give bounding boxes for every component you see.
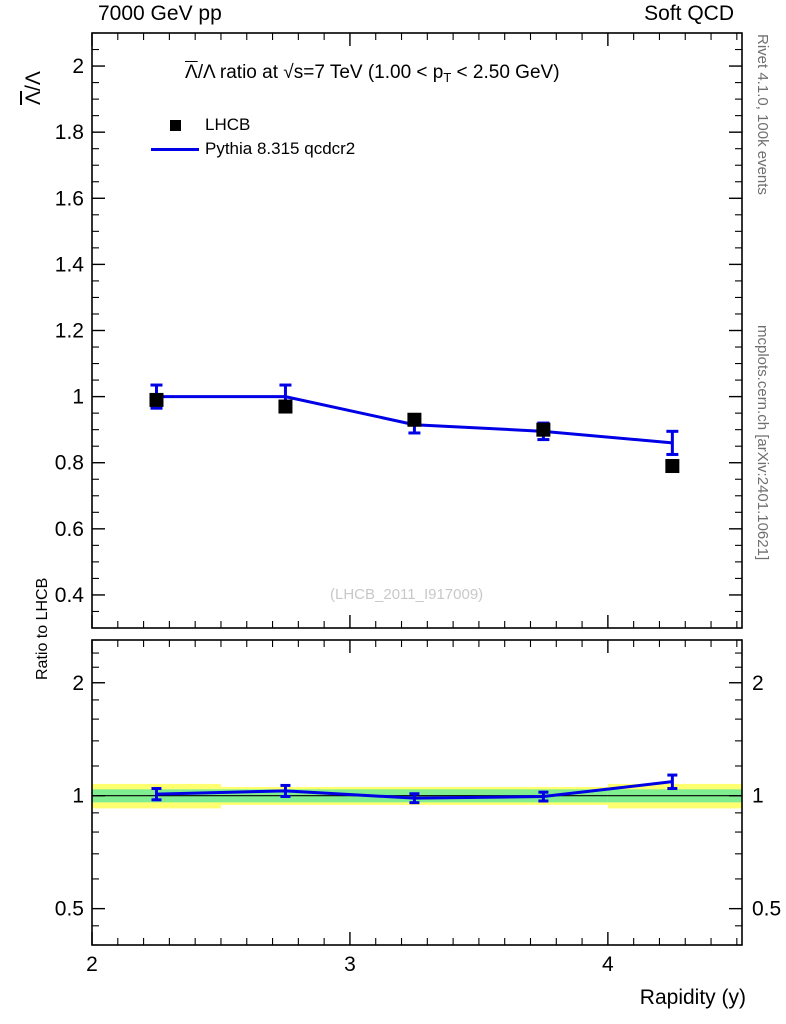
analysis-watermark: (LHCB_2011_I917009) bbox=[330, 586, 484, 603]
ratio-ylabel: Ratio to LHCB bbox=[34, 577, 51, 680]
main-ylabel-bar: Λ bbox=[22, 90, 45, 105]
ratio-band-inner bbox=[607, 789, 742, 803]
header-right-label: Soft QCD bbox=[644, 2, 734, 25]
main-ylabel: Λ/Λ bbox=[22, 71, 56, 129]
yaxis-tick-label-right: 0.5 bbox=[752, 898, 781, 921]
xaxis-tick-label: 2 bbox=[86, 953, 98, 976]
legend-label-pythia: Pythia 8.315 qcdcr2 bbox=[205, 139, 356, 158]
legend-entry-pythia[interactable]: Pythia 8.315 qcdcr2 bbox=[145, 137, 355, 161]
yaxis-tick-label: 0.4 bbox=[55, 584, 85, 607]
ratio-panel-frame bbox=[91, 639, 743, 946]
data-marker-square bbox=[665, 459, 680, 474]
yaxis-tick-label: 0.8 bbox=[55, 452, 84, 475]
mc-curve-main bbox=[156, 395, 673, 445]
data-marker-square bbox=[278, 399, 293, 414]
ratio-band-inner bbox=[220, 789, 350, 803]
legend-marker-square-icon bbox=[145, 119, 205, 131]
title-lambda-bar: Λ bbox=[185, 62, 198, 83]
yaxis-tick-label: 1 bbox=[72, 785, 84, 808]
ratio-band-outer bbox=[92, 783, 221, 809]
yaxis-tick-label-right: 1 bbox=[752, 785, 764, 808]
ratio-band-inner bbox=[349, 789, 479, 803]
title-rest-a: /Λ ratio at bbox=[197, 62, 284, 83]
rivet-version-label: Rivet 4.1.0, 100k events bbox=[754, 34, 771, 195]
legend: LHCB Pythia 8.315 qcdcr2 bbox=[145, 113, 355, 161]
legend-marker-line-icon bbox=[145, 147, 205, 151]
plot-title: Λ/Λ ratio at √s=7 TeV (1.00 < pT < 2.50 … bbox=[185, 62, 560, 85]
xaxis-tick-label: 4 bbox=[602, 953, 614, 976]
yaxis-tick-label: 1.8 bbox=[55, 121, 84, 144]
main-ylabel-rest: /Λ bbox=[22, 71, 45, 91]
yaxis-tick-label-right: 2 bbox=[752, 672, 764, 695]
yaxis-tick-label: 1.6 bbox=[55, 187, 84, 210]
yaxis-tick-label: 0.5 bbox=[55, 898, 84, 921]
yaxis-tick-label: 0.6 bbox=[55, 518, 84, 541]
ratio-band-outer bbox=[220, 786, 350, 805]
ratio-band-inner bbox=[478, 789, 608, 803]
title-sqrt-s: √s bbox=[283, 62, 304, 83]
data-marker-square bbox=[407, 412, 422, 427]
yaxis-tick-label: 1.4 bbox=[55, 253, 85, 276]
yaxis-tick-label: 1.2 bbox=[55, 320, 84, 343]
yaxis-tick-label: 1 bbox=[72, 386, 84, 409]
xaxis-tick-label: 3 bbox=[344, 953, 356, 976]
ratio-band-outer bbox=[607, 783, 742, 809]
title-rest-c: < 2.50 GeV) bbox=[451, 62, 560, 83]
header-left-label: 7000 GeV pp bbox=[98, 2, 222, 25]
mcplots-source-label: mcplots.cern.ch [arXiv:2401.10621] bbox=[754, 325, 771, 561]
data-marker-square bbox=[536, 422, 551, 437]
title-rest-b: =7 TeV (1.00 < p bbox=[303, 62, 444, 83]
data-marker-square bbox=[149, 392, 164, 407]
ratio-band-outer bbox=[478, 786, 608, 805]
ratio-band-outer bbox=[349, 786, 479, 805]
legend-entry-lhcb[interactable]: LHCB bbox=[145, 113, 355, 137]
legend-label-lhcb: LHCB bbox=[205, 115, 251, 134]
ratio-curve bbox=[156, 780, 673, 800]
xaxis-label: Rapidity (y) bbox=[639, 986, 746, 1009]
yaxis-tick-label: 2 bbox=[72, 55, 84, 78]
ratio-band-inner bbox=[92, 789, 221, 803]
